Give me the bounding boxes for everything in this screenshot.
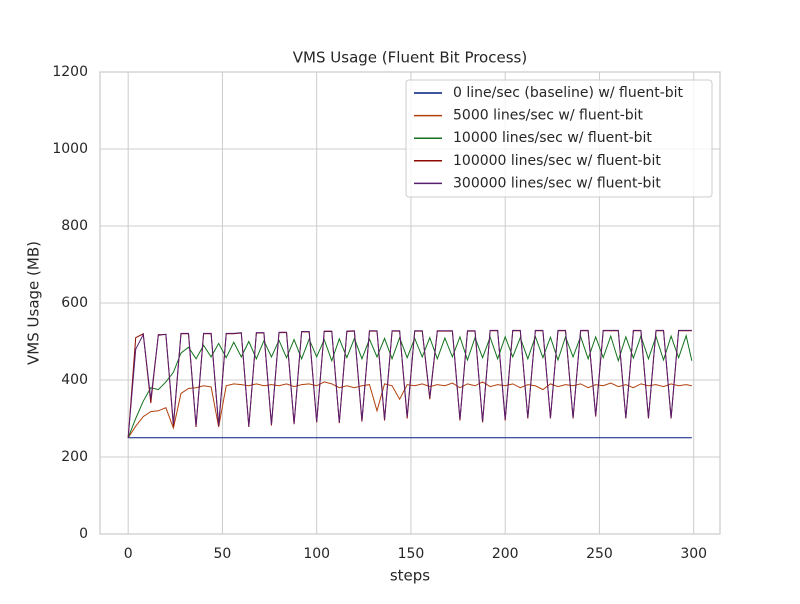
y-tick-label: 1200: [52, 64, 88, 80]
series-line: [127, 329, 692, 438]
x-tick-label: 0: [124, 546, 133, 562]
legend-box: [405, 79, 713, 198]
y-tick-label: 600: [61, 295, 88, 311]
x-axis-label: steps: [390, 567, 430, 585]
y-axis-label: VMS Usage (MB): [25, 241, 43, 365]
legend-label: 300000 lines/sec w/ fluent-bit: [453, 175, 661, 191]
x-tick-label: 100: [303, 546, 330, 562]
x-tick-label: 250: [586, 546, 613, 562]
x-tick-label: 50: [214, 546, 232, 562]
y-tick-label: 200: [61, 449, 88, 465]
chart-title: VMS Usage (Fluent Bit Process): [293, 49, 527, 67]
y-tick-label: 800: [61, 218, 88, 234]
plot-frame: [99, 71, 721, 535]
x-tick-label: 300: [680, 546, 707, 562]
y-tick-label: 0: [79, 526, 88, 542]
legend-label: 0 line/sec (baseline) w/ fluent-bit: [453, 85, 684, 101]
legend-label: 10000 lines/sec w/ fluent-bit: [453, 130, 652, 146]
x-tick-label: 150: [398, 546, 425, 562]
legend-label: 5000 lines/sec w/ fluent-bit: [453, 108, 644, 124]
series-line: [127, 333, 693, 438]
legend-label: 100000 lines/sec w/ fluent-bit: [453, 153, 661, 169]
x-tick-label: 200: [492, 546, 519, 562]
series-line: [127, 381, 692, 439]
y-tick-label: 400: [61, 372, 88, 388]
y-tick-label: 1000: [52, 141, 88, 157]
